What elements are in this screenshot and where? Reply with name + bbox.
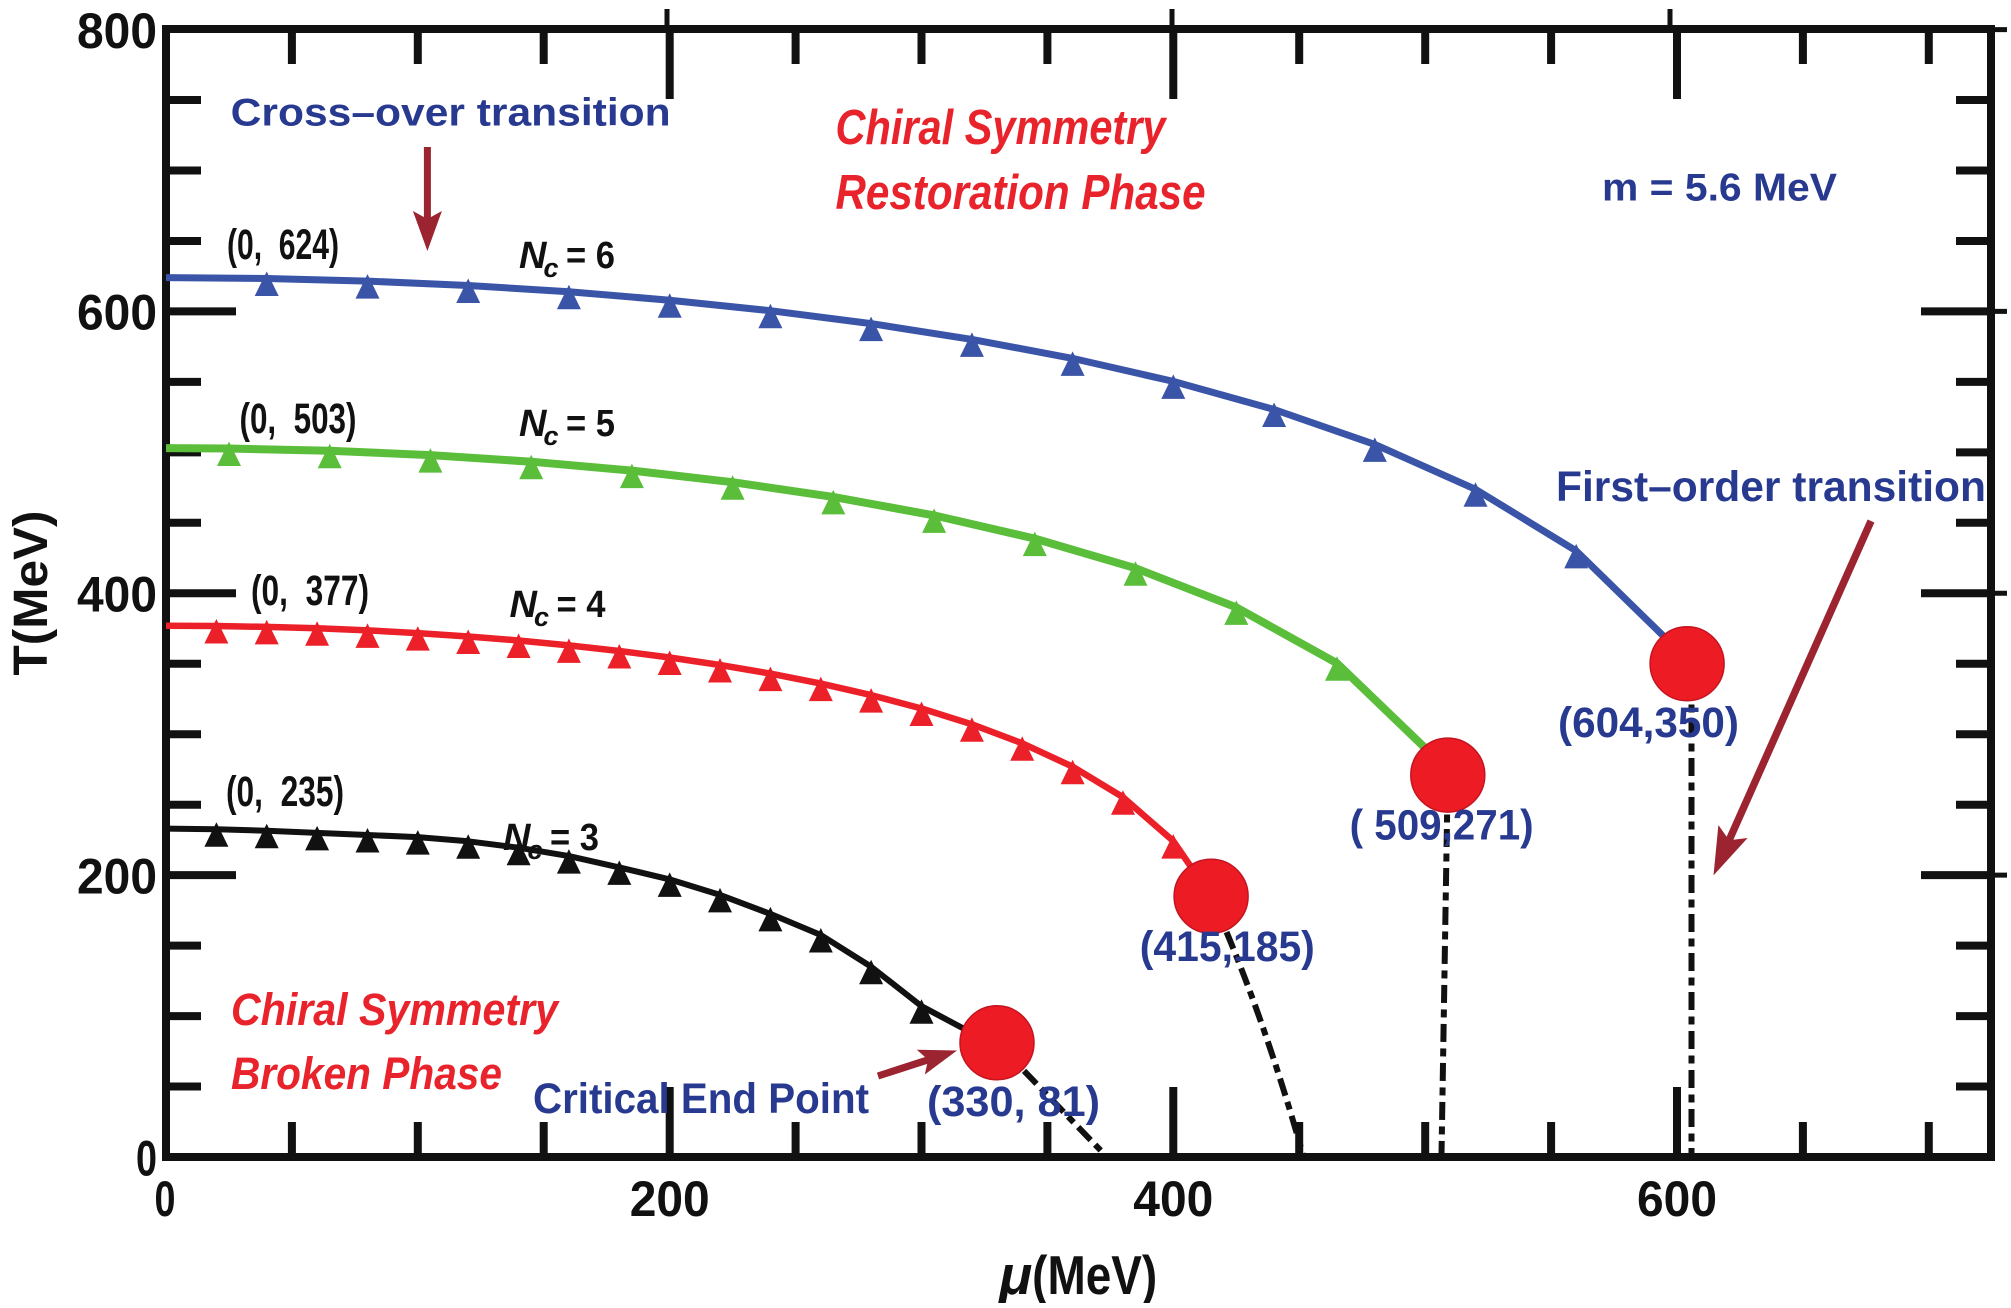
svg-text:= 4: = 4 <box>557 584 606 626</box>
svg-text:(415,185): (415,185) <box>1140 923 1315 971</box>
svg-text:Broken Phase: Broken Phase <box>231 1048 502 1099</box>
svg-text:N: N <box>510 584 539 626</box>
svg-text:μ(MeV): μ(MeV) <box>997 1244 1157 1303</box>
svg-text:400: 400 <box>77 567 157 623</box>
svg-text:200: 200 <box>630 1171 710 1227</box>
svg-text:N: N <box>519 235 548 277</box>
svg-text:(0, 503): (0, 503) <box>240 395 357 443</box>
svg-text:Critical End Point: Critical End Point <box>533 1076 869 1123</box>
svg-text:600: 600 <box>1637 1171 1717 1227</box>
svg-text:(0, 235): (0, 235) <box>226 768 344 816</box>
svg-text:(0, 377): (0, 377) <box>251 567 369 615</box>
svg-text:First–order transition: First–order transition <box>1556 464 1986 511</box>
svg-text:400: 400 <box>1133 1171 1213 1227</box>
svg-text:T(MeV): T(MeV) <box>5 511 58 676</box>
svg-text:c: c <box>544 421 559 451</box>
svg-text:0: 0 <box>136 1131 157 1187</box>
svg-text:600: 600 <box>77 285 157 341</box>
svg-text:800: 800 <box>77 3 157 59</box>
svg-text:Chiral Symmetry: Chiral Symmetry <box>836 101 1168 155</box>
svg-text:c: c <box>534 602 549 632</box>
svg-text:m = 5.6 MeV: m = 5.6 MeV <box>1602 167 1837 210</box>
svg-text:c: c <box>544 253 559 283</box>
svg-text:Restoration Phase: Restoration Phase <box>836 166 1206 220</box>
svg-text:c: c <box>528 835 543 865</box>
svg-text:(330, 81): (330, 81) <box>927 1078 1100 1126</box>
svg-text:0: 0 <box>155 1171 176 1227</box>
svg-text:= 6: = 6 <box>566 235 615 277</box>
svg-text:Chiral Symmetry: Chiral Symmetry <box>231 984 560 1035</box>
svg-text:(0, 624): (0, 624) <box>227 221 339 269</box>
svg-text:N: N <box>503 817 532 859</box>
svg-text:= 3: = 3 <box>550 817 599 859</box>
svg-text:N: N <box>519 403 548 445</box>
svg-text:Cross–over transition: Cross–over transition <box>231 92 671 135</box>
svg-text:200: 200 <box>77 848 157 904</box>
svg-text:(604,350): (604,350) <box>1558 699 1739 747</box>
svg-text:( 509,271): ( 509,271) <box>1350 802 1534 850</box>
svg-text:= 5: = 5 <box>566 403 615 445</box>
